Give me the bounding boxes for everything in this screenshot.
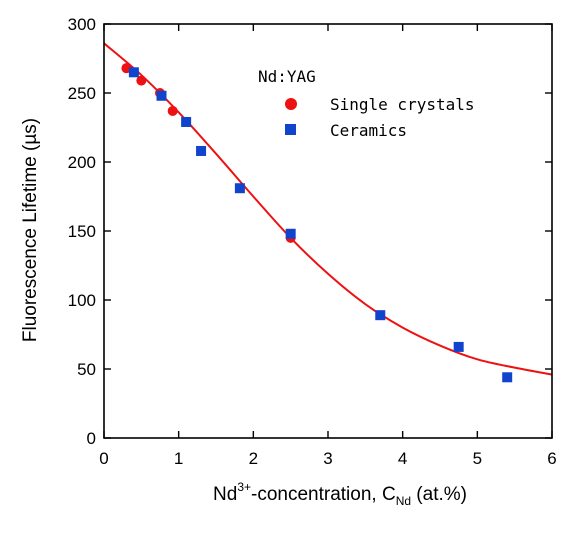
y-tick-label: 100: [68, 291, 96, 310]
ceramic-point: [234, 183, 245, 194]
y-tick-label: 300: [68, 15, 96, 34]
x-axis-title-suffix: (at.%): [411, 484, 467, 505]
axis-ticks: 0 1 2 3 4 5 6 0 50 100 150 200 250 300: [68, 15, 557, 468]
y-tick-label: 250: [68, 84, 96, 103]
plot-marks: [103, 42, 553, 383]
plot-frame: [103, 23, 553, 439]
single-crystal-point: [136, 75, 147, 86]
ceramic-point: [375, 310, 386, 321]
x-tick-label: 5: [473, 449, 482, 468]
x-axis-title-middle: -concentration, C: [251, 484, 396, 505]
ceramic-point: [196, 145, 207, 156]
x-axis-title-superscript: 3+: [237, 480, 251, 494]
y-tick-label: 50: [77, 360, 96, 379]
legend-marker-ceramics: [285, 124, 296, 135]
y-axis-title: Fluorescence Lifetime (µs): [20, 118, 41, 342]
x-tick-label: 6: [547, 449, 556, 468]
legend-title: Nd:YAG: [258, 67, 316, 86]
legend-label-single-crystals: Single crystals: [330, 95, 475, 114]
single-crystal-point: [167, 105, 178, 116]
ceramic-point: [285, 228, 296, 239]
y-tick-label: 200: [68, 153, 96, 172]
x-tick-label: 3: [323, 449, 332, 468]
legend-label-ceramics: Ceramics: [330, 121, 407, 140]
x-tick-label: 0: [99, 449, 108, 468]
y-tick-label: 0: [87, 429, 96, 448]
ceramic-point: [156, 90, 167, 101]
x-tick-label: 2: [249, 449, 258, 468]
legend: Nd:YAG Single crystals Ceramics: [258, 67, 475, 140]
x-tick-label: 4: [398, 449, 407, 468]
ceramic-point: [502, 372, 513, 383]
x-axis-title-subscript: Nd: [396, 494, 411, 508]
legend-marker-single-crystals: [285, 98, 297, 110]
ceramic-point: [453, 341, 464, 352]
y-tick-label: 150: [68, 222, 96, 241]
fit-curve-line: [103, 42, 553, 376]
x-axis-title-prefix: Nd: [213, 484, 237, 505]
x-tick-label: 1: [174, 449, 183, 468]
ceramic-point: [128, 67, 139, 78]
x-axis-title: Nd3+-concentration, CNd (at.%): [213, 480, 467, 508]
ceramic-point: [181, 116, 192, 127]
